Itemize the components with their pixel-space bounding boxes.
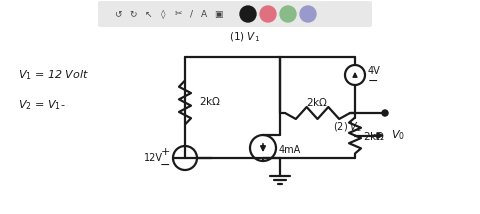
Text: $(1)$ $V_1$: $(1)$ $V_1$	[229, 30, 261, 44]
Text: −: −	[368, 74, 379, 88]
Text: 2k$\mathit{\Omega}$: 2k$\mathit{\Omega}$	[199, 95, 221, 107]
Text: −: −	[160, 159, 170, 171]
Text: A: A	[201, 9, 207, 18]
Circle shape	[240, 6, 256, 22]
Text: /: /	[190, 9, 192, 18]
Text: ▣: ▣	[214, 9, 222, 18]
Text: $V_0$: $V_0$	[391, 129, 405, 142]
Circle shape	[280, 6, 296, 22]
Text: ↺: ↺	[114, 9, 122, 18]
Circle shape	[260, 6, 276, 22]
Text: (2) $V_2$: (2) $V_2$	[333, 121, 362, 134]
Text: 4V: 4V	[368, 66, 381, 76]
Circle shape	[300, 6, 316, 22]
FancyBboxPatch shape	[98, 1, 372, 27]
Text: 2k$\mathit{\Omega}$: 2k$\mathit{\Omega}$	[363, 129, 385, 141]
Text: $V_2$ = $V_1$-: $V_2$ = $V_1$-	[18, 98, 66, 112]
Text: 12V: 12V	[144, 153, 163, 163]
Text: ↖: ↖	[144, 9, 152, 18]
Circle shape	[382, 110, 388, 116]
Text: ◊: ◊	[161, 9, 165, 19]
Text: ✂: ✂	[174, 9, 182, 18]
Text: $V_1$ = 12 $Volt$: $V_1$ = 12 $Volt$	[18, 68, 89, 82]
Circle shape	[383, 110, 387, 116]
Text: 4mA: 4mA	[279, 145, 301, 155]
Text: +: +	[160, 147, 170, 157]
Text: 2k$\mathit{\Omega}$: 2k$\mathit{\Omega}$	[306, 96, 328, 108]
Text: ↻: ↻	[129, 9, 137, 18]
